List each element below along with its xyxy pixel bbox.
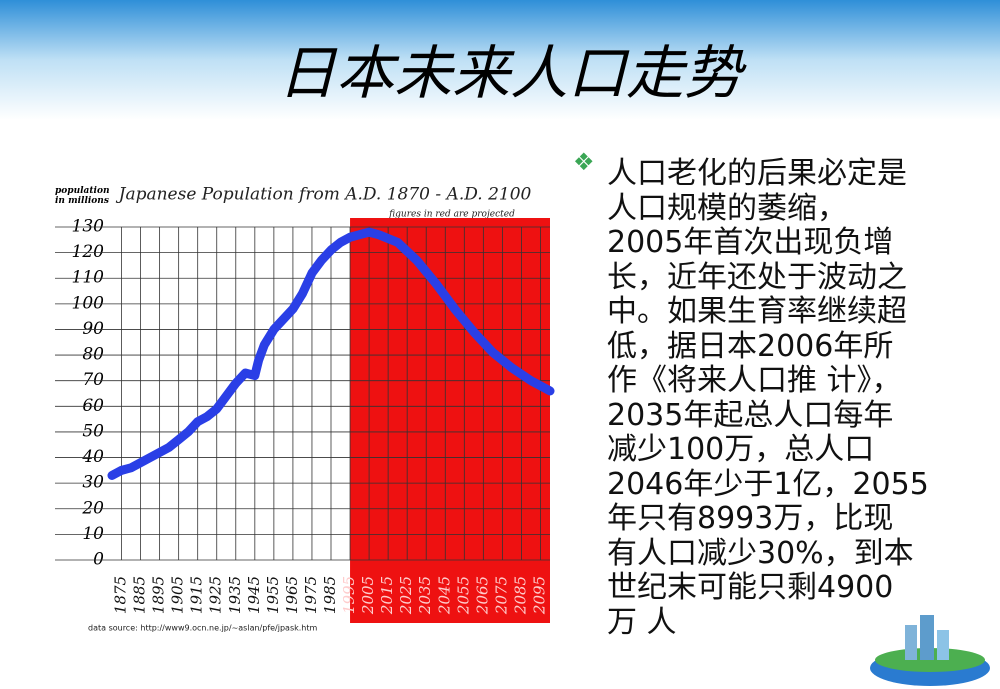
body-line: 低，据日本2006年所 [607,328,894,364]
y-tick-label: 20 [81,498,104,518]
chart-title: Japanese Population from A.D. 1870 - A.D… [116,185,532,205]
x-tick-label: 1895 [150,576,168,614]
x-tick-label: 1995 [340,576,358,614]
x-tick-label: 2015 [378,576,396,615]
body-line: 2005年首次出现负增 [607,225,894,260]
body-line: 2035年起总人口每年 [607,397,894,433]
y-tick-label: 100 [72,293,105,313]
x-tick-label: 1885 [131,576,149,614]
body-line: 2046年少于1亿，2055 [607,466,929,502]
x-tick-label: 1905 [169,576,187,614]
x-tick-label: 1985 [321,576,339,614]
body-line: 万 人 [607,604,677,640]
x-tick-label: 2065 [473,576,491,615]
x-tick-label: 1925 [207,576,225,614]
y-tick-label: 60 [82,396,104,416]
x-tick-label: 2055 [454,576,472,615]
city-icon [870,615,990,686]
x-tick-label: 1915 [188,576,206,614]
annotation: figures in red are projected [388,210,515,220]
x-tick-label: 1875 [112,576,130,614]
y-tick-label: 40 [81,447,104,467]
body-line: 中。如果生育率继续超 [607,294,907,329]
projection-region [350,218,550,623]
x-tick-label: 1935 [226,576,244,614]
y-tick-label: 120 [72,242,105,262]
x-tick-label: 2075 [492,576,510,615]
body-line: 长，近年还处于波动之 [607,259,907,295]
y-tick-label: 30 [82,473,104,493]
y-tick-label: 130 [72,217,105,237]
x-tick-label: 1945 [245,576,263,614]
y-tick-label: 80 [82,345,104,365]
y-label-box: population in millions [55,186,110,206]
body-line: 减少100万，总人口 [607,432,875,467]
y-tick-label: 50 [82,421,104,441]
x-tick-label: 2095 [530,576,548,615]
x-tick-label: 2035 [416,576,434,615]
slide-title: 日本未来人口走势 [278,39,747,107]
body-line: 人口规模的萎缩， [607,190,847,226]
source: data source: http://www9.ocn.ne.jp/~asla… [88,624,318,633]
y-axis-label: population in millions [55,186,110,206]
x-tick-label: 2005 [359,576,377,615]
data-line [107,227,555,480]
body-line: 年只有8993万，比现 [607,501,894,536]
body-line: 作《将来人口推 计》， [607,363,902,398]
y-tick-label: 110 [72,268,105,288]
x-tick-label: 1975 [302,576,320,614]
y-tick-label: 90 [82,319,104,339]
y-tick-label: 70 [82,370,104,390]
bullet: ❖ [573,148,595,176]
y-tick-label: 0 [93,550,104,570]
body-line: 有人口减少30%，到本 [607,535,914,571]
body-line: 世纪末可能只剩4900 [607,570,894,605]
y-tick-label: 10 [82,524,104,544]
x-tick-label: 2025 [397,576,415,615]
x-tick-label: 1955 [264,576,282,614]
x-tick-label: 2045 [435,576,453,615]
x-tick-label: 2085 [511,576,529,615]
body-line: 人口老化的后果必定是 [607,156,907,191]
x-tick-label: 1965 [283,576,301,614]
